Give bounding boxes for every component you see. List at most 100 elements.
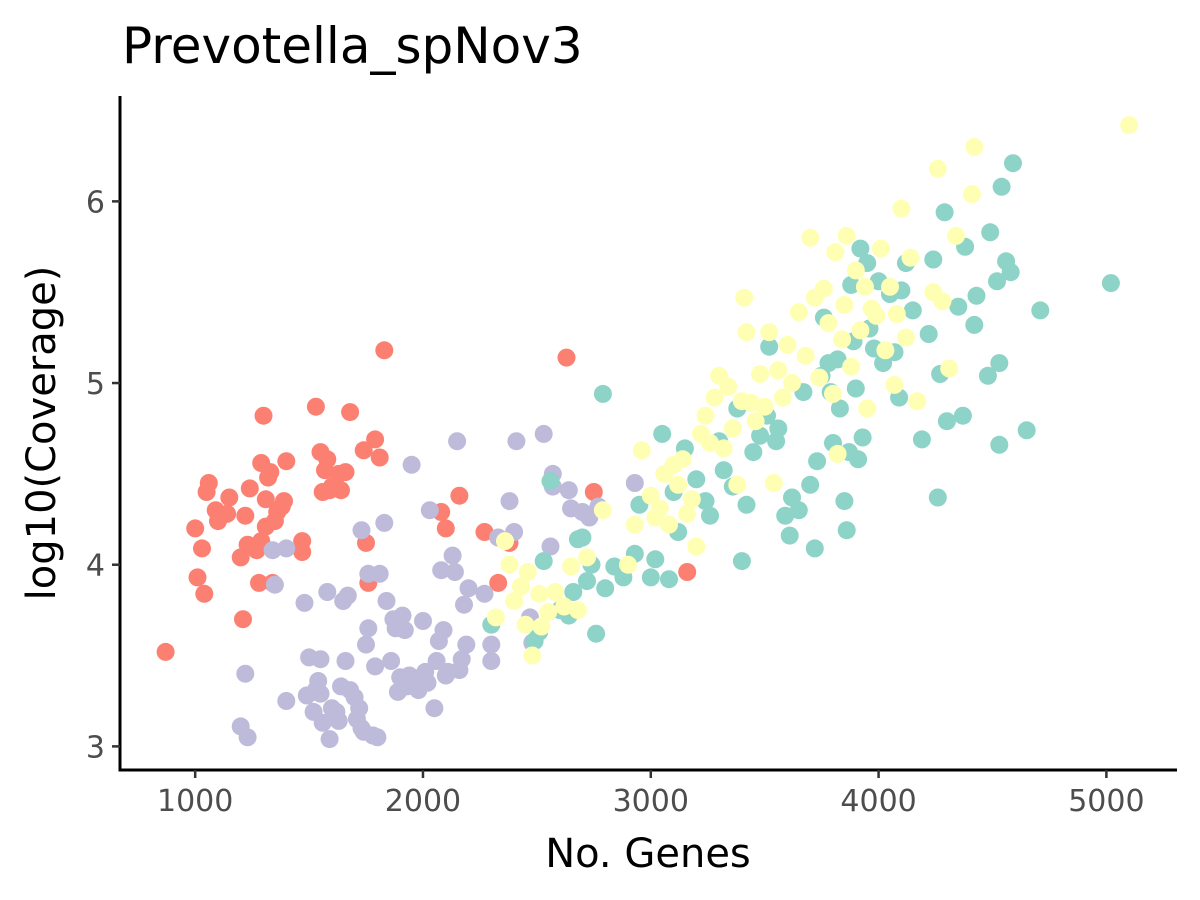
data-point-s0-6: [199, 474, 218, 492]
data-point-s3-2: [500, 555, 519, 574]
data-point-s0-57: [584, 483, 603, 501]
data-point-s2-62: [849, 450, 868, 469]
data-point-s3-43: [742, 394, 760, 412]
data-point-s1-50: [402, 455, 421, 474]
data-point-s3-17: [619, 555, 637, 574]
data-point-s0-53: [475, 523, 494, 541]
data-point-s1-23: [336, 652, 355, 670]
data-point-s1-65: [443, 546, 462, 565]
data-point-s2-77: [919, 325, 938, 343]
data-point-s3-39: [728, 475, 747, 494]
data-point-s1-67: [448, 432, 467, 451]
data-point-s1-7: [295, 593, 314, 612]
data-point-s1-15: [313, 713, 332, 732]
data-point-s3-20: [641, 486, 660, 505]
y-tick-label: 4: [86, 549, 105, 584]
data-point-s3-77: [887, 305, 906, 323]
data-point-s2-4: [541, 472, 560, 491]
data-point-s1-86: [559, 481, 578, 500]
data-point-s3-28: [678, 504, 697, 523]
data-point-s2-7: [564, 583, 583, 601]
data-point-s0-54: [489, 573, 508, 592]
data-point-s3-55: [801, 228, 820, 247]
data-point-s3-12: [555, 597, 574, 616]
data-point-s1-69: [452, 650, 471, 669]
data-point-s2-22: [660, 570, 678, 589]
data-point-s3-10: [539, 602, 558, 621]
data-point-s3-53: [789, 303, 808, 322]
data-point-s1-36: [366, 657, 385, 676]
data-point-s2-82: [937, 412, 956, 431]
data-point-s3-26: [669, 475, 688, 494]
data-point-s2-55: [830, 399, 849, 418]
data-point-s2-88: [978, 366, 997, 385]
data-point-s2-93: [992, 177, 1011, 196]
data-point-s2-91: [990, 435, 1009, 454]
data-point-s3-38: [723, 419, 742, 438]
data-point-s2-26: [687, 470, 706, 489]
data-point-s3-52: [783, 374, 801, 392]
x-tick-label: 5000: [1068, 784, 1144, 819]
data-point-s2-78: [924, 250, 943, 269]
data-point-s3-88: [965, 137, 984, 156]
data-point-s2-47: [805, 539, 824, 558]
data-point-s3-8: [530, 584, 549, 603]
data-point-s2-83: [949, 297, 968, 316]
data-point-s2-38: [760, 337, 779, 356]
x-axis-ticks: 1000 2000 3000 4000 5000: [157, 770, 1145, 819]
data-point-s3-65: [837, 226, 856, 245]
data-point-s0-49: [375, 341, 394, 360]
data-point-s1-17: [320, 730, 339, 749]
data-point-s1-32: [357, 635, 375, 654]
data-point-s2-54: [828, 350, 847, 369]
data-point-s3-3: [505, 592, 524, 610]
data-point-s2-35: [744, 443, 763, 462]
data-point-s3-18: [625, 515, 644, 534]
data-point-s2-19: [641, 568, 660, 587]
data-point-s2-89: [981, 223, 1000, 242]
data-point-s3-30: [687, 537, 706, 556]
data-point-s1-30: [352, 521, 371, 540]
data-point-s0-20: [254, 406, 273, 425]
data-point-s3-59: [819, 314, 838, 333]
data-point-s3-87: [963, 185, 981, 204]
data-point-s0-24: [261, 463, 280, 482]
data-point-s2-34: [737, 495, 756, 514]
data-point-s3-4: [511, 577, 530, 596]
data-point-s3-48: [764, 474, 783, 492]
data-point-s2-75: [903, 301, 922, 320]
data-point-s3-46: [755, 397, 774, 416]
data-point-s1-66: [445, 563, 464, 581]
data-point-s3-70: [858, 399, 877, 418]
data-point-s2-97: [1017, 421, 1036, 440]
data-point-s0-41: [332, 481, 350, 500]
data-point-s3-73: [871, 239, 890, 258]
data-point-s3-24: [660, 515, 678, 534]
data-point-s2-84: [953, 406, 972, 425]
data-point-s0-42: [336, 463, 355, 482]
data-point-s3-22: [650, 499, 669, 518]
data-point-s2-59: [842, 275, 861, 294]
data-point-s0-15: [240, 479, 259, 498]
data-point-s3-15: [578, 548, 596, 567]
data-point-s3-29: [682, 490, 701, 509]
data-point-s2-14: [596, 579, 615, 598]
data-point-s2-79: [928, 488, 947, 507]
data-point-s0-48: [370, 448, 389, 467]
data-point-s2-13: [593, 384, 612, 403]
data-point-s3-5: [516, 615, 535, 634]
data-point-s1-3: [263, 541, 282, 560]
data-point-s1-91: [625, 474, 644, 492]
data-point-s0-4: [195, 584, 214, 603]
data-point-s1-4: [265, 575, 284, 594]
data-point-s3-37: [719, 377, 738, 396]
data-point-s2-30: [714, 461, 733, 480]
data-point-s1-70: [455, 595, 473, 614]
data-point-s3-69: [855, 277, 874, 296]
data-point-s2-99: [1101, 274, 1120, 293]
data-point-s2-87: [967, 286, 986, 305]
data-point-s3-78: [892, 199, 911, 218]
data-point-s0-43: [341, 403, 360, 422]
data-point-s0-51: [436, 519, 455, 538]
